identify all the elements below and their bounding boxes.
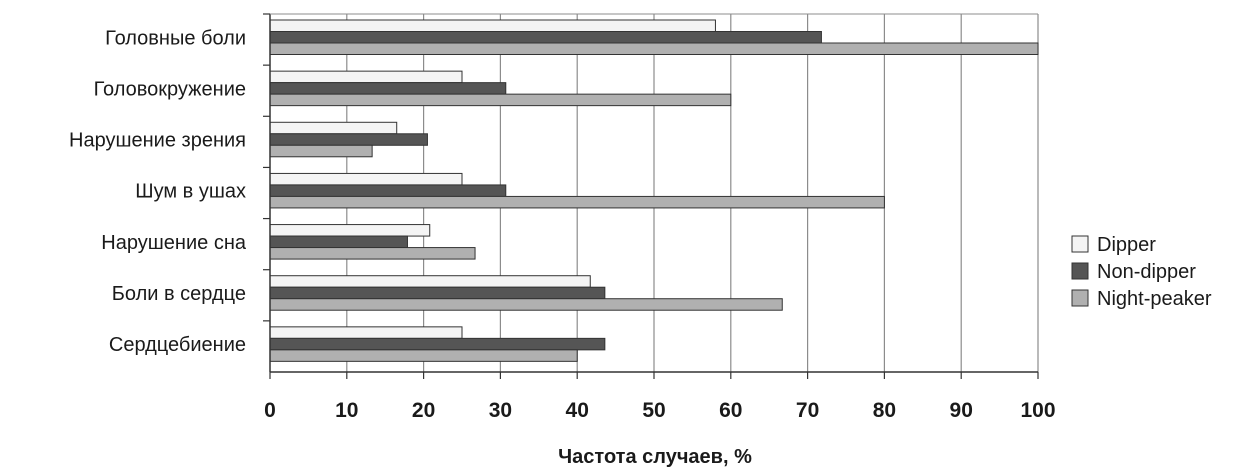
x-tick-label: 100 bbox=[1020, 399, 1055, 422]
bars bbox=[269, 19, 1039, 362]
x-tick-label: 20 bbox=[412, 399, 435, 422]
bar-dipper bbox=[269, 19, 716, 32]
legend-label-non-dipper: Non-dipper bbox=[1097, 261, 1196, 283]
bar-non-dipper bbox=[269, 82, 507, 95]
x-tick-label: 70 bbox=[796, 399, 819, 422]
bar-dipper bbox=[269, 275, 591, 288]
x-tick-label: 50 bbox=[642, 399, 665, 422]
bar-non-dipper bbox=[269, 337, 606, 351]
bar-night-peaker bbox=[269, 93, 732, 107]
category-label: Головокружение bbox=[94, 78, 246, 100]
bar-night-peaker bbox=[269, 349, 578, 362]
x-tick-labels: 0 10 20 30 40 50 60 70 80 90 100 bbox=[264, 399, 1055, 422]
category-label: Головные боли bbox=[105, 27, 246, 49]
axes bbox=[263, 13, 1039, 379]
x-tick-label: 90 bbox=[950, 399, 973, 422]
category-labels: Головные боли Головокружение Нарушение зре… bbox=[69, 27, 247, 356]
bar-night-peaker bbox=[269, 298, 783, 311]
bar-night-peaker bbox=[269, 247, 476, 260]
bar-dipper bbox=[269, 326, 463, 339]
legend-label-night-peaker: Night-peaker bbox=[1097, 288, 1212, 310]
bar-non-dipper bbox=[269, 133, 428, 146]
legend: Dipper Non-dipper Night-peaker bbox=[1071, 234, 1212, 310]
bar-non-dipper bbox=[269, 286, 606, 300]
bar-dipper bbox=[269, 121, 398, 135]
x-tick-label: 40 bbox=[566, 399, 589, 422]
legend-label-dipper: Dipper bbox=[1097, 234, 1156, 256]
legend-swatch-night-peaker bbox=[1071, 289, 1089, 307]
x-tick-label: 60 bbox=[719, 399, 742, 422]
bar-non-dipper bbox=[269, 235, 408, 249]
category-label: Сердцебиение bbox=[109, 334, 246, 356]
legend-swatch-dipper bbox=[1071, 235, 1089, 253]
category-label: Шум в ушах bbox=[135, 181, 246, 203]
bar-dipper bbox=[269, 70, 463, 84]
x-tick-label: 80 bbox=[873, 399, 896, 422]
bar-night-peaker bbox=[269, 195, 885, 209]
bar-night-peaker bbox=[269, 42, 1039, 55]
bar-dipper bbox=[269, 172, 463, 186]
x-axis-title: Частота случаев, % bbox=[558, 446, 752, 468]
x-tick-label: 30 bbox=[489, 399, 512, 422]
x-tick-label: 10 bbox=[335, 399, 358, 422]
x-tick-label: 0 bbox=[264, 399, 276, 422]
category-label: Нарушение сна bbox=[101, 232, 247, 254]
legend-swatch-non-dipper bbox=[1071, 262, 1089, 280]
bar-non-dipper bbox=[269, 184, 507, 197]
category-label: Нарушение зрения bbox=[69, 130, 246, 152]
bar-dipper bbox=[269, 224, 431, 237]
bar-night-peaker bbox=[269, 144, 373, 158]
bar-non-dipper bbox=[269, 31, 822, 44]
category-label: Боли в сердце bbox=[112, 283, 246, 305]
